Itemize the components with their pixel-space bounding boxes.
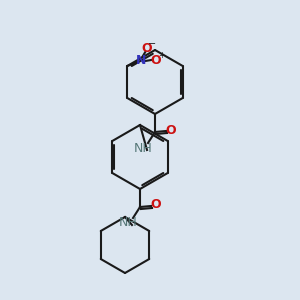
Text: +: + xyxy=(158,50,165,59)
Text: −: − xyxy=(148,39,156,49)
Text: N: N xyxy=(136,55,146,68)
Text: O: O xyxy=(150,53,160,67)
Text: O: O xyxy=(166,124,176,136)
Text: O: O xyxy=(141,41,152,55)
Text: O: O xyxy=(151,199,161,212)
Text: NH: NH xyxy=(134,142,152,154)
Text: NH: NH xyxy=(118,217,137,230)
